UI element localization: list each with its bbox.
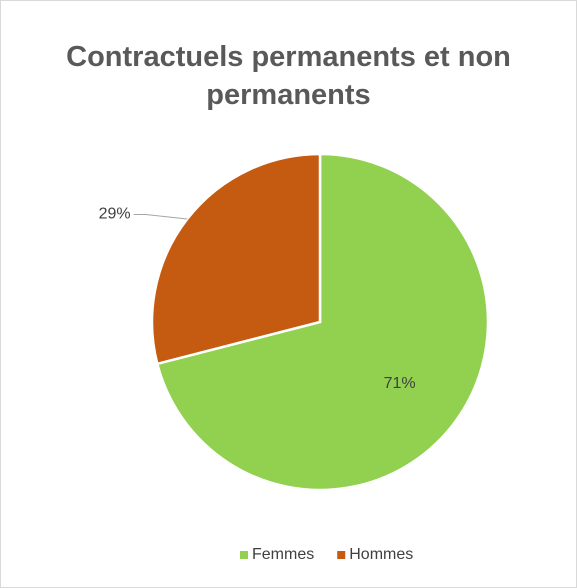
pie-slice [155, 152, 490, 492]
data-label: 29% [99, 206, 131, 223]
legend-label: Hommes [349, 546, 413, 563]
pie-slice [150, 152, 322, 366]
legend-label: Femmes [252, 546, 314, 563]
chart-title: Contractuels permanents et non permanent… [66, 41, 511, 111]
data-label: 71% [384, 375, 416, 392]
legend-swatch [240, 551, 248, 559]
leader-line [133, 213, 188, 220]
legend-swatch [337, 551, 346, 559]
